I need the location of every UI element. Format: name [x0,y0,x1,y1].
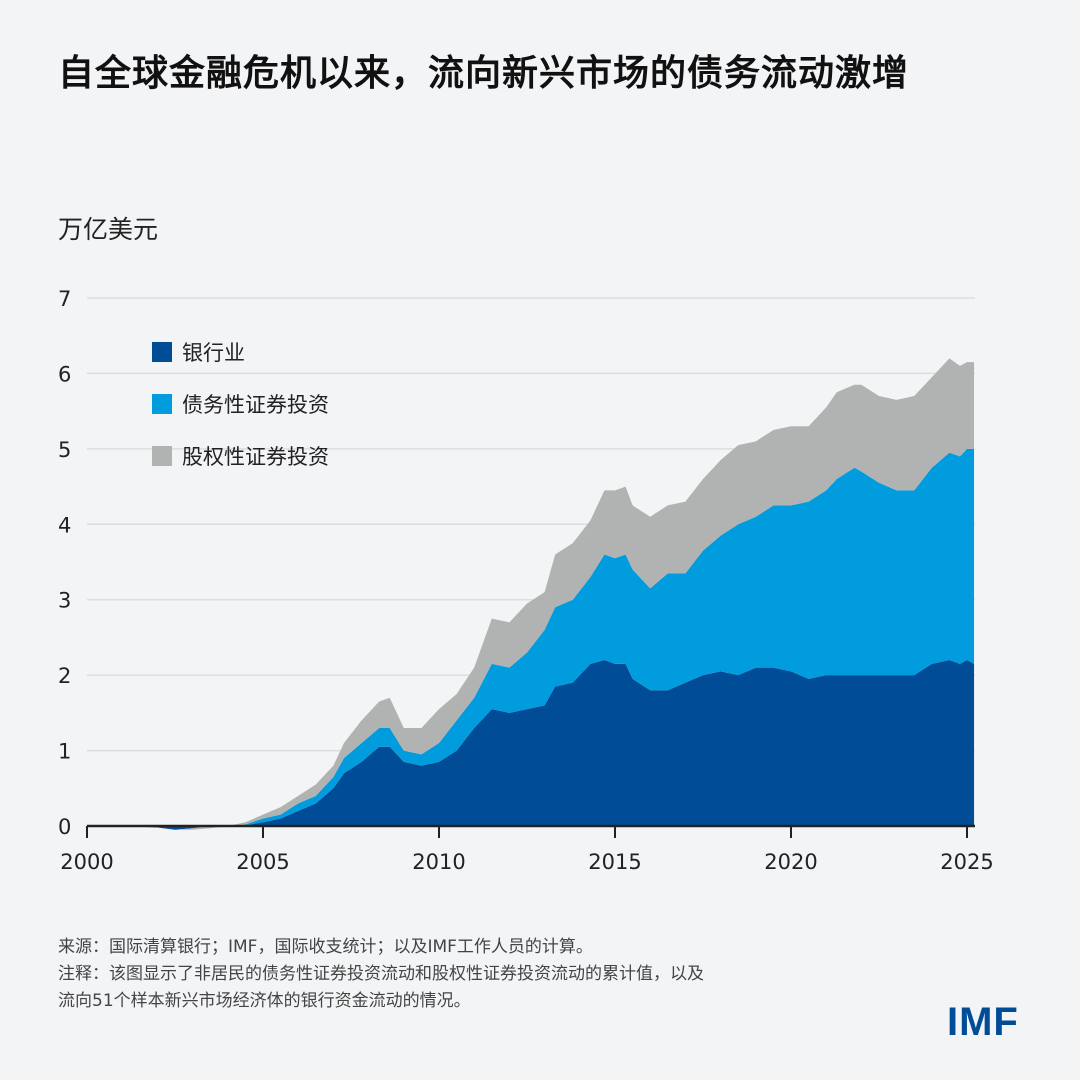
x-tick-label: 2010 [412,850,465,874]
y-tick-label: 0 [58,815,71,839]
y-tick-label: 7 [58,287,71,311]
imf-logo: IMF [947,1000,1019,1044]
x-tick-label: 2000 [60,850,113,874]
y-tick-label: 3 [58,589,71,613]
source-note: 来源：国际清算银行；IMF，国际收支统计；以及IMF工作人员的计算。 [58,937,593,957]
note-line-2: 流向51个样本新兴市场经济体的银行资金流动的情况。 [58,991,471,1011]
legend-swatch-bank [152,342,172,362]
x-tick-label: 2025 [940,850,993,874]
area-series-bank [87,660,975,830]
area-series-debt [87,448,975,830]
y-tick-label: 5 [58,438,71,462]
x-tick-label: 2005 [236,850,289,874]
y-tick-label: 4 [58,513,71,537]
chart-title: 自全球金融危机以来，流向新兴市场的债务流动激增 [58,53,910,94]
y-tick-label: 2 [58,664,71,688]
x-tick-label: 2020 [764,850,817,874]
footnotes: 来源：国际清算银行；IMF，国际收支统计；以及IMF工作人员的计算。 注释：该图… [58,934,704,1015]
legend-label-equity: 股权性证券投资 [182,445,329,469]
y-tick-label: 1 [58,740,71,764]
legend-item-equity: 股权性证券投资 [152,430,329,482]
area-series-equity [87,358,975,830]
x-tick-label: 2015 [588,850,641,874]
legend-label-bank: 银行业 [182,341,245,365]
legend-label-debt: 债务性证券投资 [182,393,329,417]
legend-item-bank: 银行业 [152,326,329,378]
note-line-1: 注释：该图显示了非居民的债务性证券投资流动和股权性证券投资流动的累计值，以及 [58,964,704,984]
legend-item-debt: 债务性证券投资 [152,378,329,430]
y-tick-label: 6 [58,362,71,386]
legend-swatch-debt [152,394,172,414]
legend-swatch-equity [152,446,172,466]
legend: 银行业 债务性证券投资 股权性证券投资 [152,326,329,482]
y-axis-label: 万亿美元 [58,215,159,244]
